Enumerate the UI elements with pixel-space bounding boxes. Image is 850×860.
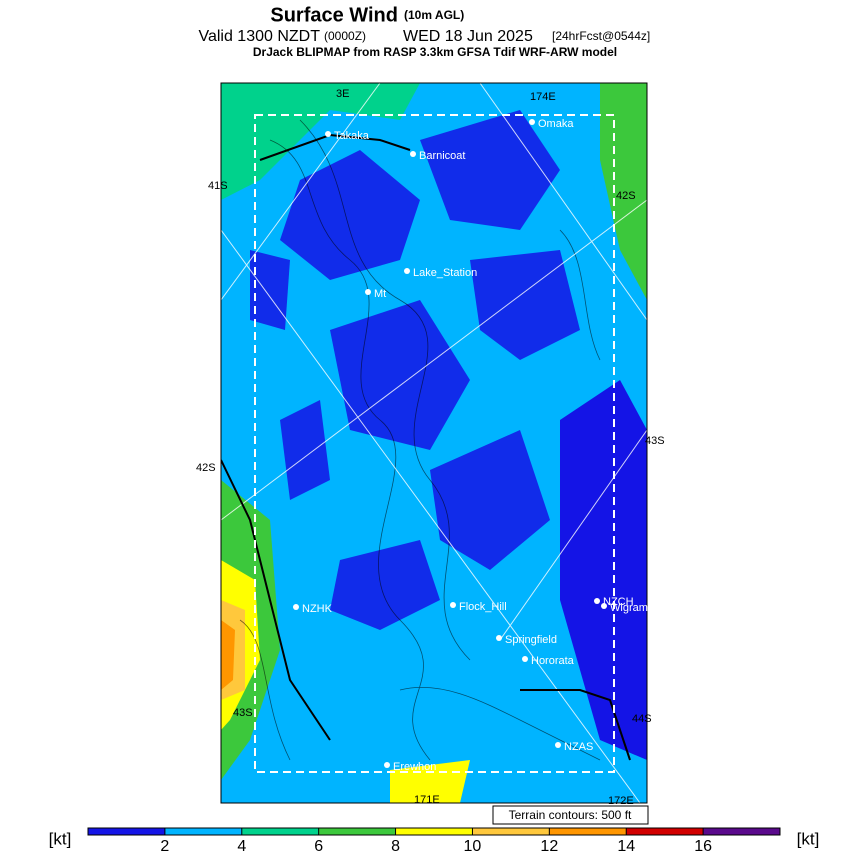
grid-label: 171E — [414, 794, 440, 806]
grid-label: 3E — [336, 88, 349, 100]
grid-label: 42S — [196, 462, 216, 474]
grid-label: 41S — [208, 180, 228, 192]
map-frame — [220, 82, 648, 804]
station-label: Hororata — [531, 655, 575, 667]
title: Surface Wind — [270, 4, 398, 26]
grid-label: 174E — [530, 91, 556, 103]
station-label: Wigram — [610, 602, 648, 614]
colorbar-tick-label: 2 — [160, 838, 169, 855]
station-label: NZCH — [603, 596, 634, 608]
colorbar-tick-label: 4 — [237, 838, 246, 855]
terrain-note: Terrain contours: 500 ft — [509, 808, 632, 822]
note-box — [492, 805, 649, 825]
colorbar-segment — [626, 828, 704, 835]
station-label: Takaka — [334, 130, 370, 142]
forecast: [24hrFcst@0544z] — [552, 29, 650, 43]
colorbar-tick-label: 12 — [540, 838, 558, 855]
grid-label: 42S — [616, 190, 636, 202]
colorbar-segment — [164, 828, 243, 835]
station-label: NZAS — [564, 741, 593, 753]
map-field — [221, 83, 647, 803]
station-label: Omaka — [538, 118, 574, 130]
grid-label: 43S — [233, 707, 253, 719]
station-label: Erewhon — [393, 761, 436, 773]
station-label: Barnicoat — [419, 150, 465, 162]
station-label: Mt — [374, 288, 386, 300]
station-label: NZHK — [302, 603, 333, 615]
colorbar-segment — [549, 828, 627, 835]
colorbar-segment — [703, 828, 781, 835]
colorbar-unit: [kt] — [49, 829, 72, 848]
model: DrJack BLIPMAP from RASP 3.3km GFSA Tdif… — [253, 45, 617, 59]
colorbar-tick-label: 16 — [694, 838, 712, 855]
zulu: (0000Z) — [324, 29, 366, 43]
station-label: Springfield — [505, 634, 557, 646]
grid-label: 44S — [632, 713, 652, 725]
valid: Valid 1300 NZDT — [198, 28, 320, 45]
station-label: Lake_Station — [413, 267, 477, 279]
colorbar-tick-label: 10 — [464, 838, 482, 855]
grid-labels: 3E 174E 41S 42S 42S 43S 43S 44S 171E 172… — [196, 88, 665, 807]
colorbar-segment — [318, 828, 397, 835]
domain-box — [254, 114, 615, 773]
colorbar-frame — [87, 827, 781, 836]
colorbar-segment — [395, 828, 473, 835]
colorbar: 2 4 6 8 10 12 14 16 — [87, 827, 781, 855]
colorbar-segment — [472, 828, 550, 835]
colorbar-tick-label: 8 — [391, 838, 400, 855]
colorbar-unit: [kt] — [797, 829, 820, 848]
stations: Takaka Barnicoat Omaka Lake_Station Mt N… — [293, 118, 648, 773]
title-note: (10m AGL) — [404, 8, 464, 22]
date: WED 18 Jun 2025 — [403, 28, 533, 45]
colorbar-tick-label: 14 — [617, 838, 635, 855]
colorbar-segment — [88, 828, 166, 835]
colorbar-tick-label: 6 — [314, 838, 323, 855]
station-label: Flock_Hill — [459, 601, 507, 613]
colorbar-segment — [241, 828, 320, 835]
grid-label: 172E — [608, 795, 634, 807]
grid-label: 43S — [645, 435, 665, 447]
